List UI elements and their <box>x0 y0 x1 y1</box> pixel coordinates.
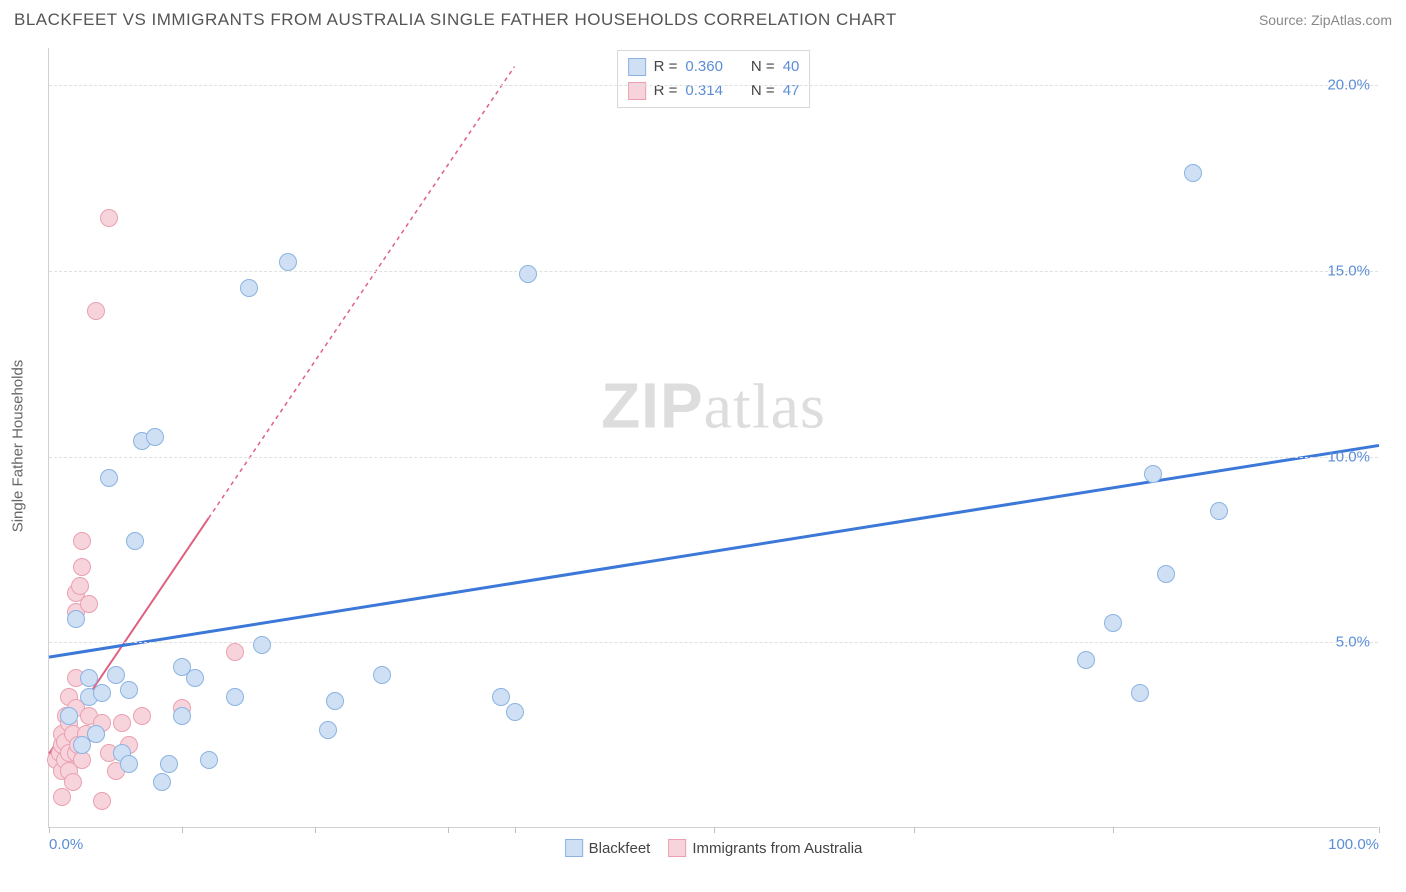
series-legend: Blackfeet Immigrants from Australia <box>565 839 863 857</box>
swatch-blackfeet-icon <box>628 58 646 76</box>
data-point-blackfeet <box>1144 465 1162 483</box>
x-tick-label: 100.0% <box>1328 836 1379 853</box>
chart-source: Source: ZipAtlas.com <box>1259 12 1392 28</box>
swatch-blackfeet-icon <box>565 839 583 857</box>
data-point-blackfeet <box>492 688 510 706</box>
r-label: R = <box>654 55 678 79</box>
data-point-australia <box>93 792 111 810</box>
data-point-australia <box>80 595 98 613</box>
data-point-blackfeet <box>100 469 118 487</box>
data-point-blackfeet <box>1131 684 1149 702</box>
data-point-blackfeet <box>186 669 204 687</box>
data-point-blackfeet <box>1157 565 1175 583</box>
x-tick-mark <box>315 827 316 833</box>
data-point-australia <box>133 707 151 725</box>
data-point-blackfeet <box>373 666 391 684</box>
n-value-australia: 47 <box>783 79 800 103</box>
x-tick-mark <box>914 827 915 833</box>
gridline <box>49 457 1378 458</box>
data-point-australia <box>100 209 118 227</box>
data-point-blackfeet <box>67 610 85 628</box>
gridline <box>49 271 1378 272</box>
x-tick-mark <box>515 827 516 833</box>
data-point-blackfeet <box>153 773 171 791</box>
r-label: R = <box>654 79 678 103</box>
y-tick-label: 5.0% <box>1336 634 1370 651</box>
data-point-blackfeet <box>279 253 297 271</box>
legend-item-australia: Immigrants from Australia <box>668 839 862 857</box>
x-tick-label: 0.0% <box>49 836 83 853</box>
data-point-blackfeet <box>107 666 125 684</box>
data-point-australia <box>64 773 82 791</box>
data-point-blackfeet <box>120 681 138 699</box>
y-tick-label: 20.0% <box>1327 77 1370 94</box>
data-point-australia <box>226 643 244 661</box>
data-point-blackfeet <box>519 265 537 283</box>
y-axis-label: Single Father Households <box>10 360 27 533</box>
data-point-australia <box>53 788 71 806</box>
x-tick-mark <box>49 827 50 833</box>
data-point-blackfeet <box>173 707 191 725</box>
legend-label-blackfeet: Blackfeet <box>589 840 651 857</box>
legend-item-blackfeet: Blackfeet <box>565 839 651 857</box>
trend-lines-svg <box>49 48 1378 827</box>
trend-line <box>49 445 1379 657</box>
data-point-blackfeet <box>87 725 105 743</box>
data-point-australia <box>71 577 89 595</box>
swatch-australia-icon <box>668 839 686 857</box>
data-point-blackfeet <box>126 532 144 550</box>
x-tick-mark <box>1379 827 1380 833</box>
chart-title: BLACKFEET VS IMMIGRANTS FROM AUSTRALIA S… <box>14 10 897 30</box>
n-label: N = <box>751 79 775 103</box>
data-point-blackfeet <box>146 428 164 446</box>
data-point-blackfeet <box>226 688 244 706</box>
data-point-blackfeet <box>240 279 258 297</box>
data-point-blackfeet <box>120 755 138 773</box>
data-point-blackfeet <box>319 721 337 739</box>
legend-row-blackfeet: R = 0.360 N = 40 <box>628 55 800 79</box>
n-label: N = <box>751 55 775 79</box>
data-point-blackfeet <box>1077 651 1095 669</box>
data-point-australia <box>73 558 91 576</box>
correlation-legend: R = 0.360 N = 40 R = 0.314 N = 47 <box>617 50 811 108</box>
legend-row-australia: R = 0.314 N = 47 <box>628 79 800 103</box>
n-value-blackfeet: 40 <box>783 55 800 79</box>
data-point-australia <box>113 714 131 732</box>
x-tick-mark <box>448 827 449 833</box>
scatter-plot-area: ZIPatlas R = 0.360 N = 40 R = 0.314 N = … <box>48 48 1378 828</box>
watermark: ZIPatlas <box>601 369 826 444</box>
y-tick-label: 10.0% <box>1327 448 1370 465</box>
legend-label-australia: Immigrants from Australia <box>692 840 862 857</box>
x-tick-mark <box>714 827 715 833</box>
x-tick-mark <box>182 827 183 833</box>
data-point-blackfeet <box>160 755 178 773</box>
data-point-blackfeet <box>1104 614 1122 632</box>
gridline <box>49 85 1378 86</box>
r-value-blackfeet: 0.360 <box>685 55 723 79</box>
data-point-blackfeet <box>253 636 271 654</box>
data-point-australia <box>87 302 105 320</box>
y-tick-label: 15.0% <box>1327 262 1370 279</box>
data-point-blackfeet <box>506 703 524 721</box>
data-point-blackfeet <box>93 684 111 702</box>
x-tick-mark <box>1113 827 1114 833</box>
data-point-blackfeet <box>80 669 98 687</box>
data-point-blackfeet <box>1184 164 1202 182</box>
data-point-blackfeet <box>1210 502 1228 520</box>
data-point-blackfeet <box>326 692 344 710</box>
data-point-blackfeet <box>200 751 218 769</box>
r-value-australia: 0.314 <box>685 79 723 103</box>
data-point-australia <box>73 532 91 550</box>
gridline <box>49 642 1378 643</box>
data-point-blackfeet <box>60 707 78 725</box>
